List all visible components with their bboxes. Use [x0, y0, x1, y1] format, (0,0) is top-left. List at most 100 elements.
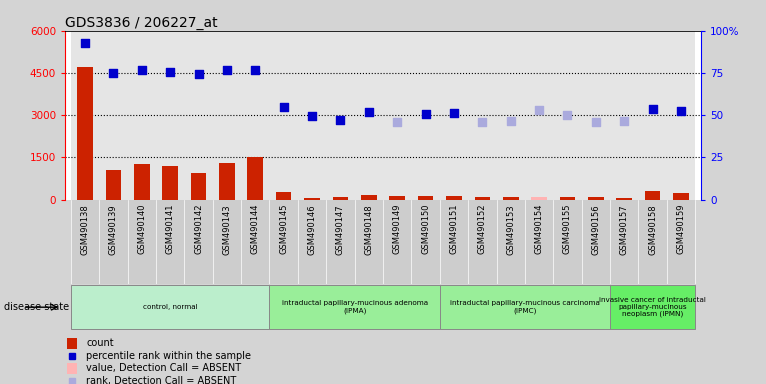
Bar [411, 200, 440, 284]
Point [221, 67, 233, 73]
Point [533, 106, 545, 113]
Bar [70, 285, 270, 329]
Bar [532, 197, 547, 200]
Bar [298, 200, 326, 284]
Bar [638, 31, 667, 200]
Bar [219, 163, 234, 200]
Bar [156, 200, 185, 284]
Bar [383, 31, 411, 200]
Text: GSM490139: GSM490139 [109, 204, 118, 255]
Text: GDS3836 / 206227_at: GDS3836 / 206227_at [65, 16, 218, 30]
Text: rank, Detection Call = ABSENT: rank, Detection Call = ABSENT [86, 376, 237, 384]
Bar [645, 191, 660, 200]
Bar [610, 31, 638, 200]
Text: intraductal papillary-mucinous carcinoma
(IPMC): intraductal papillary-mucinous carcinoma… [450, 300, 600, 314]
Bar [298, 31, 326, 200]
Text: control, normal: control, normal [142, 304, 198, 310]
Text: GSM490142: GSM490142 [194, 204, 203, 255]
Bar [247, 157, 263, 200]
Point [136, 67, 148, 73]
Bar [70, 31, 99, 200]
Text: GSM490138: GSM490138 [80, 204, 90, 255]
Text: intraductal papillary-mucinous adenoma
(IPMA): intraductal papillary-mucinous adenoma (… [282, 300, 427, 314]
Point [391, 119, 404, 125]
Bar [389, 196, 405, 200]
Text: value, Detection Call = ABSENT: value, Detection Call = ABSENT [86, 363, 241, 373]
Point [334, 117, 346, 123]
Bar [440, 31, 468, 200]
Point [277, 104, 290, 110]
Bar [106, 170, 121, 200]
Text: GSM490159: GSM490159 [676, 204, 686, 255]
Bar [270, 200, 298, 284]
Bar [134, 164, 149, 200]
Point [420, 111, 432, 117]
Point [675, 108, 687, 114]
Bar [241, 31, 270, 200]
Bar [667, 200, 696, 284]
Point [476, 119, 489, 125]
Bar [440, 285, 610, 329]
Bar [270, 285, 440, 329]
Bar [355, 200, 383, 284]
Bar [128, 200, 156, 284]
Bar [474, 197, 490, 200]
Bar [185, 31, 213, 200]
Text: GSM490141: GSM490141 [165, 204, 175, 255]
Text: GSM490140: GSM490140 [137, 204, 146, 255]
Bar [617, 198, 632, 200]
Bar [191, 173, 206, 200]
Bar [77, 67, 93, 200]
Bar [588, 197, 604, 200]
Point [561, 112, 574, 118]
Text: invasive cancer of intraductal
papillary-mucinous
neoplasm (IPMN): invasive cancer of intraductal papillary… [599, 297, 706, 318]
Bar [411, 31, 440, 200]
Bar [70, 200, 99, 284]
Text: GSM490145: GSM490145 [279, 204, 288, 255]
Bar [99, 31, 128, 200]
Bar [581, 31, 610, 200]
Text: GSM490157: GSM490157 [620, 204, 629, 255]
Text: GSM490148: GSM490148 [365, 204, 373, 255]
Text: disease state: disease state [4, 302, 69, 312]
Bar [67, 338, 77, 349]
Bar [241, 200, 270, 284]
Bar [440, 200, 468, 284]
Text: GSM490150: GSM490150 [421, 204, 430, 255]
Text: GSM490147: GSM490147 [336, 204, 345, 255]
Bar [503, 197, 519, 200]
Bar [610, 200, 638, 284]
Point [618, 118, 630, 124]
Point [107, 70, 119, 76]
Text: count: count [86, 338, 113, 348]
Point [448, 110, 460, 116]
Text: GSM490156: GSM490156 [591, 204, 601, 255]
Bar [446, 196, 462, 200]
Point [647, 106, 659, 112]
Bar [383, 200, 411, 284]
Bar [673, 194, 689, 200]
Bar [213, 200, 241, 284]
Bar [128, 31, 156, 200]
Point [192, 70, 205, 76]
Bar [468, 200, 496, 284]
Bar [304, 198, 320, 200]
Point [306, 113, 318, 119]
Bar [525, 200, 553, 284]
Point [590, 119, 602, 125]
Text: percentile rank within the sample: percentile rank within the sample [86, 351, 251, 361]
Bar [496, 200, 525, 284]
Bar [326, 200, 355, 284]
Bar [332, 197, 349, 200]
Bar [326, 31, 355, 200]
Bar [468, 31, 496, 200]
Bar [162, 166, 178, 200]
Point [505, 118, 517, 124]
Text: GSM490154: GSM490154 [535, 204, 544, 255]
Bar [417, 196, 434, 200]
Text: GSM490149: GSM490149 [393, 204, 401, 255]
Text: GSM490146: GSM490146 [307, 204, 316, 255]
Bar [610, 285, 696, 329]
Bar [276, 192, 292, 200]
Point [249, 66, 261, 73]
